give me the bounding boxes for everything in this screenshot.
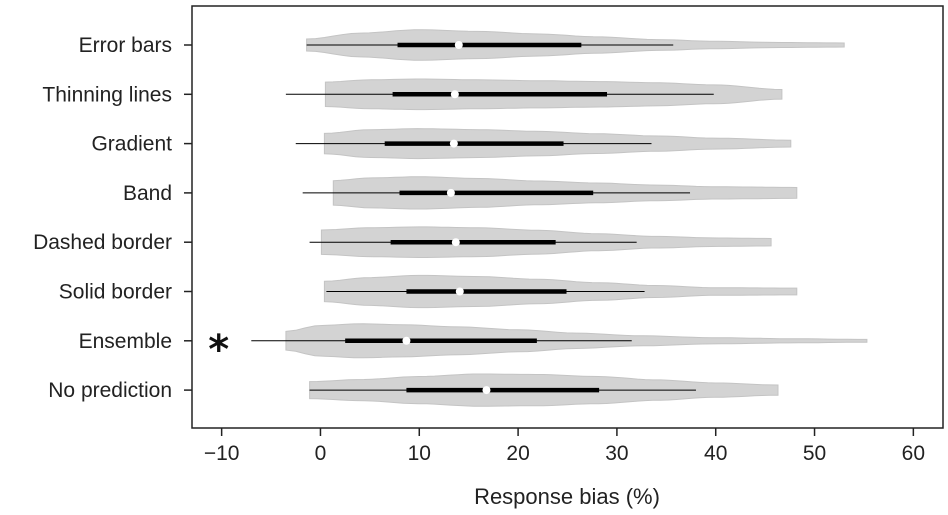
category-label-no-prediction: No prediction: [48, 379, 172, 402]
x-tick-label: 30: [605, 442, 628, 465]
plot-frame: [191, 5, 944, 429]
x-axis: −10 0 10 20 30 40 50 60: [204, 428, 925, 465]
category-labels: Error bars Thinning lines Gradient Band Dash…: [33, 34, 192, 402]
category-label-dashed-border: Dashed border: [33, 231, 172, 254]
median-error-bars: [454, 41, 463, 49]
box-layer: [251, 41, 714, 395]
x-axis-title: Response bias (%): [474, 484, 660, 509]
category-label-thinning-lines: Thinning lines: [42, 83, 172, 106]
median-dashed-border: [451, 238, 460, 247]
median-band: [446, 188, 455, 197]
category-label-band: Band: [123, 182, 172, 205]
median-thinning-lines: [450, 90, 459, 99]
category-label-gradient: Gradient: [91, 133, 172, 156]
category-label-error-bars: Error bars: [79, 34, 172, 57]
median-no-prediction: [482, 386, 491, 395]
x-tick-label: 50: [803, 442, 826, 465]
significance-asterisk: *: [208, 327, 229, 373]
category-label-ensemble: Ensemble: [79, 330, 172, 353]
annotations: *: [208, 327, 229, 373]
median-ensemble: [402, 336, 411, 345]
x-tick-label: 60: [902, 442, 925, 465]
x-tick-label: −10: [204, 442, 240, 465]
x-tick-label: 0: [315, 442, 327, 465]
x-tick-label: 10: [408, 442, 431, 465]
violin-layer: [285, 29, 868, 407]
median-gradient: [449, 139, 458, 148]
category-label-solid-border: Solid border: [59, 281, 172, 304]
x-tick-label: 20: [506, 442, 529, 465]
x-tick-label: 40: [704, 442, 727, 465]
median-solid-border: [455, 287, 464, 296]
